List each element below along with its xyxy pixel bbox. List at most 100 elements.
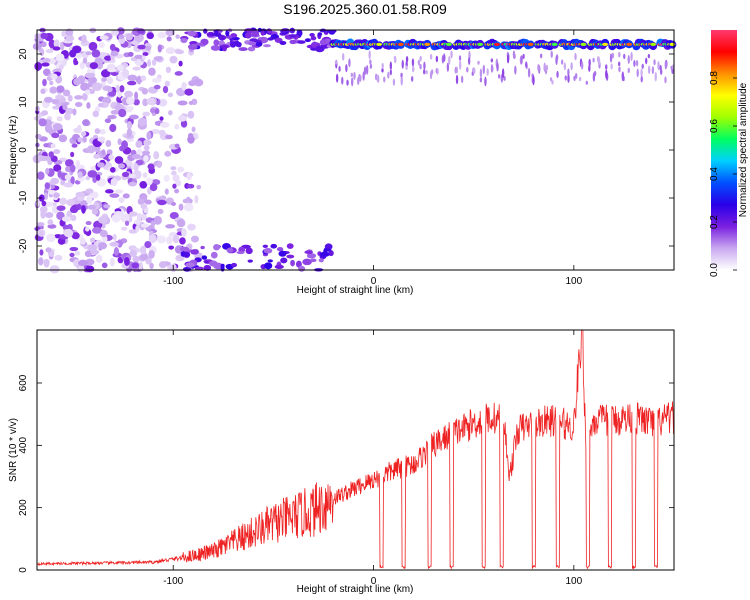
- spectrogram-cell: [95, 174, 101, 181]
- spectrogram-cell: [376, 74, 379, 81]
- spectrogram-cell: [85, 176, 90, 181]
- spectrogram-cell: [185, 262, 195, 268]
- spectrogram-cell: [501, 68, 505, 79]
- snr-panel: -100 0 100 0 200 400 600 Height of straight li…: [8, 329, 675, 595]
- spectrogram-cell: [232, 36, 240, 41]
- spectrogram-cell: [324, 243, 333, 250]
- spectrogram-cell: [93, 154, 101, 159]
- spectrogram-cell: [578, 76, 582, 82]
- spectrogram-cell: [110, 29, 119, 36]
- spectrogram-cell: [180, 119, 188, 128]
- spectrogram-cell: [153, 56, 163, 61]
- spectrogram-cell: [172, 183, 177, 189]
- spectrogram-cell: [664, 76, 667, 84]
- spectrogram-cell: [190, 249, 199, 255]
- spectrogram-cell: [567, 68, 570, 77]
- spectrogram-cell: [84, 250, 92, 258]
- spectrogram-cell: [114, 104, 121, 109]
- spectrogram-cell: [153, 151, 160, 160]
- spectrogram-cell: [247, 259, 253, 263]
- spectrogram-cell: [91, 49, 101, 58]
- spectrogram-cell: [111, 213, 121, 223]
- spectrogram-cell: [560, 59, 564, 65]
- spectrogram-cell: [144, 145, 149, 152]
- spectrogram-cell: [165, 28, 176, 37]
- spectrogram-cell: [147, 163, 155, 170]
- spectrogram-cell: [497, 74, 501, 79]
- spectrogram-cell: [196, 184, 202, 190]
- spectrogram-cell: [56, 53, 65, 62]
- spectrogram-cell: [118, 108, 127, 118]
- spectrogram-cell: [179, 246, 190, 252]
- spectrogram-cell: [157, 208, 164, 215]
- spectrogram-cell: [69, 206, 79, 214]
- spectrogram-cell: [43, 143, 49, 148]
- spectrogram-cell: [40, 32, 49, 40]
- spectrogram-cell: [44, 201, 54, 207]
- spectrogram-cell: [357, 76, 360, 86]
- spectrogram-cell: [148, 234, 157, 244]
- spectrogram-cell: [40, 209, 46, 219]
- spectrogram-cell: [445, 42, 452, 47]
- spectrogram-cell: [263, 44, 271, 48]
- spectrogram-cell: [184, 88, 194, 96]
- spectrogram-cell: [131, 262, 140, 269]
- spectrogram-cell: [108, 154, 115, 160]
- spectrogram-cell: [425, 70, 428, 75]
- spectrogram-cell: [39, 230, 44, 237]
- spectrogram-cell: [140, 223, 150, 228]
- spectrogram-cell: [151, 77, 162, 83]
- spectrogram-cell: [503, 76, 506, 81]
- spectrogram-cell: [169, 55, 178, 64]
- spectrogram-cell: [411, 65, 415, 73]
- spectrogram-cell: [98, 216, 108, 224]
- spectrogram-cell: [126, 120, 132, 130]
- spectrogram-cell: [288, 34, 297, 38]
- spectrogram-cell: [383, 76, 386, 83]
- spectrogram-cell: [44, 212, 54, 219]
- spectrogram-cell: [49, 265, 60, 274]
- spectrogram-cell: [45, 49, 54, 54]
- spectrogram-cell: [126, 128, 133, 138]
- spectrogram-cell: [486, 68, 489, 76]
- spectrogram-cell: [122, 193, 130, 199]
- spectrogram-cell: [350, 77, 354, 87]
- spectrogram-cell: [423, 61, 426, 71]
- spectrogram-cell: [165, 224, 176, 229]
- spectrogram-cell: [137, 198, 145, 205]
- spectrogram-cell: [592, 57, 595, 63]
- spectrogram-cell: [295, 260, 302, 268]
- spectrogram-cell: [53, 39, 60, 48]
- snr-y-tick-label: 600: [18, 374, 29, 391]
- spectrogram-cell: [99, 229, 108, 238]
- spectrogram-cell: [342, 53, 345, 61]
- spectrogram-cell: [125, 33, 133, 41]
- spectrogram-cell: [174, 143, 180, 148]
- spectrogram-cell: [132, 66, 141, 71]
- spectrogram-cell: [585, 80, 589, 85]
- spectrogram-cell: [401, 59, 404, 69]
- spectrogram-cell: [124, 220, 130, 226]
- spectrogram-cell: [77, 137, 84, 143]
- spectrogram-cell: [50, 73, 58, 80]
- spectrogram-cell: [458, 55, 462, 61]
- spectrogram-cell: [121, 226, 128, 231]
- spectrogram-cell: [142, 111, 151, 117]
- spectrogram-cell: [92, 82, 102, 91]
- spectrogram-cell: [117, 239, 123, 248]
- spectrogram-cell: [477, 42, 484, 47]
- spectrogram-cell: [297, 40, 306, 44]
- spectrogram-cell: [450, 50, 453, 59]
- spectrogram-cell: [467, 56, 471, 65]
- spectrogram-cell: [188, 80, 197, 87]
- spectrogram-cell: [346, 79, 349, 86]
- spectrogram-cell: [82, 119, 90, 127]
- spectrogram-cell: [319, 39, 327, 46]
- spectrogram-cell: [92, 176, 98, 184]
- spectrogram-cell: [178, 60, 183, 67]
- spectrogram-cell: [96, 162, 105, 168]
- spectrogram-cell: [42, 78, 47, 87]
- spectrogram-cell: [417, 59, 421, 66]
- spectrogram-cell: [213, 39, 220, 46]
- spectrogram-cell: [588, 64, 591, 72]
